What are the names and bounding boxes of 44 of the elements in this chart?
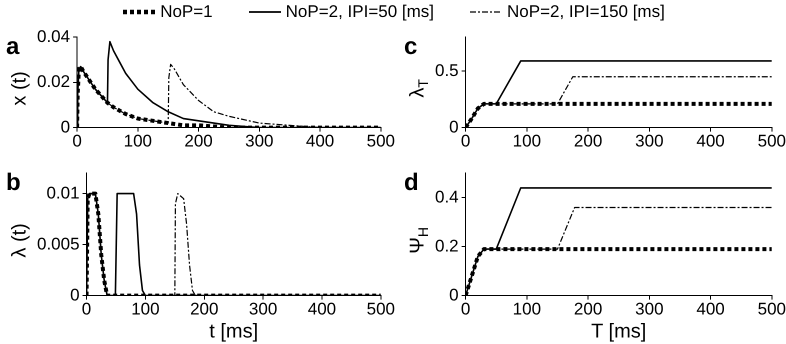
legend-label: NoP=2, IPI=150 [ms] (507, 2, 665, 22)
y-tick-label: 0 (60, 117, 70, 136)
x-tick-label: 500 (758, 131, 786, 150)
x-tick-label: 100 (124, 131, 152, 150)
y-tick-label: 0.005 (36, 234, 80, 254)
legend-label: NoP=2, IPI=50 [ms] (286, 2, 434, 22)
x-tick-label: 400 (696, 299, 725, 318)
x-tick-label: 400 (308, 299, 336, 318)
x-axis-title: t [ms] (209, 320, 258, 343)
y-tick-label: 0.02 (36, 72, 70, 92)
y-tick-label: 0.04 (36, 26, 70, 46)
y-axis-title: x (t) (8, 71, 31, 106)
x-tick-label: 200 (184, 131, 213, 150)
x-tick-label: 500 (758, 299, 786, 318)
x-tick-label: 300 (635, 131, 664, 150)
x-tick-label: 300 (245, 131, 274, 150)
x-tick-label: 200 (574, 299, 602, 318)
legend-label: NoP=1 (160, 2, 213, 22)
y-tick-label: 0.01 (46, 183, 80, 202)
y-axis-title: ΨH (406, 226, 431, 254)
x-tick-label: 100 (131, 299, 160, 318)
chart-title: d (404, 168, 419, 196)
chart-title: b (6, 168, 21, 196)
chart-title: c (404, 32, 418, 60)
chart-title: a (6, 32, 20, 60)
y-tick-label: 0.2 (434, 236, 459, 256)
x-axis-title: T [ms] (591, 320, 646, 343)
y-tick-label: 0 (70, 285, 80, 304)
y-tick-label: 0.4 (434, 187, 459, 206)
y-axis-title: λ (t) (8, 223, 31, 258)
x-tick-label: 100 (512, 299, 542, 318)
x-tick-label: 400 (696, 131, 725, 150)
x-tick-label: 300 (635, 299, 664, 318)
x-tick-label: 500 (366, 131, 396, 150)
x-tick-label: 100 (512, 131, 542, 150)
x-tick-label: 400 (306, 131, 334, 150)
y-tick-label: 0.5 (434, 60, 459, 80)
x-tick-label: 200 (190, 299, 218, 318)
y-tick-label: 0 (449, 285, 459, 304)
x-tick-label: 300 (248, 299, 278, 318)
y-tick-label: 0 (449, 117, 459, 136)
x-tick-label: 500 (366, 299, 396, 318)
y-axis-title: λT (406, 78, 431, 98)
x-tick-label: 200 (574, 131, 602, 150)
